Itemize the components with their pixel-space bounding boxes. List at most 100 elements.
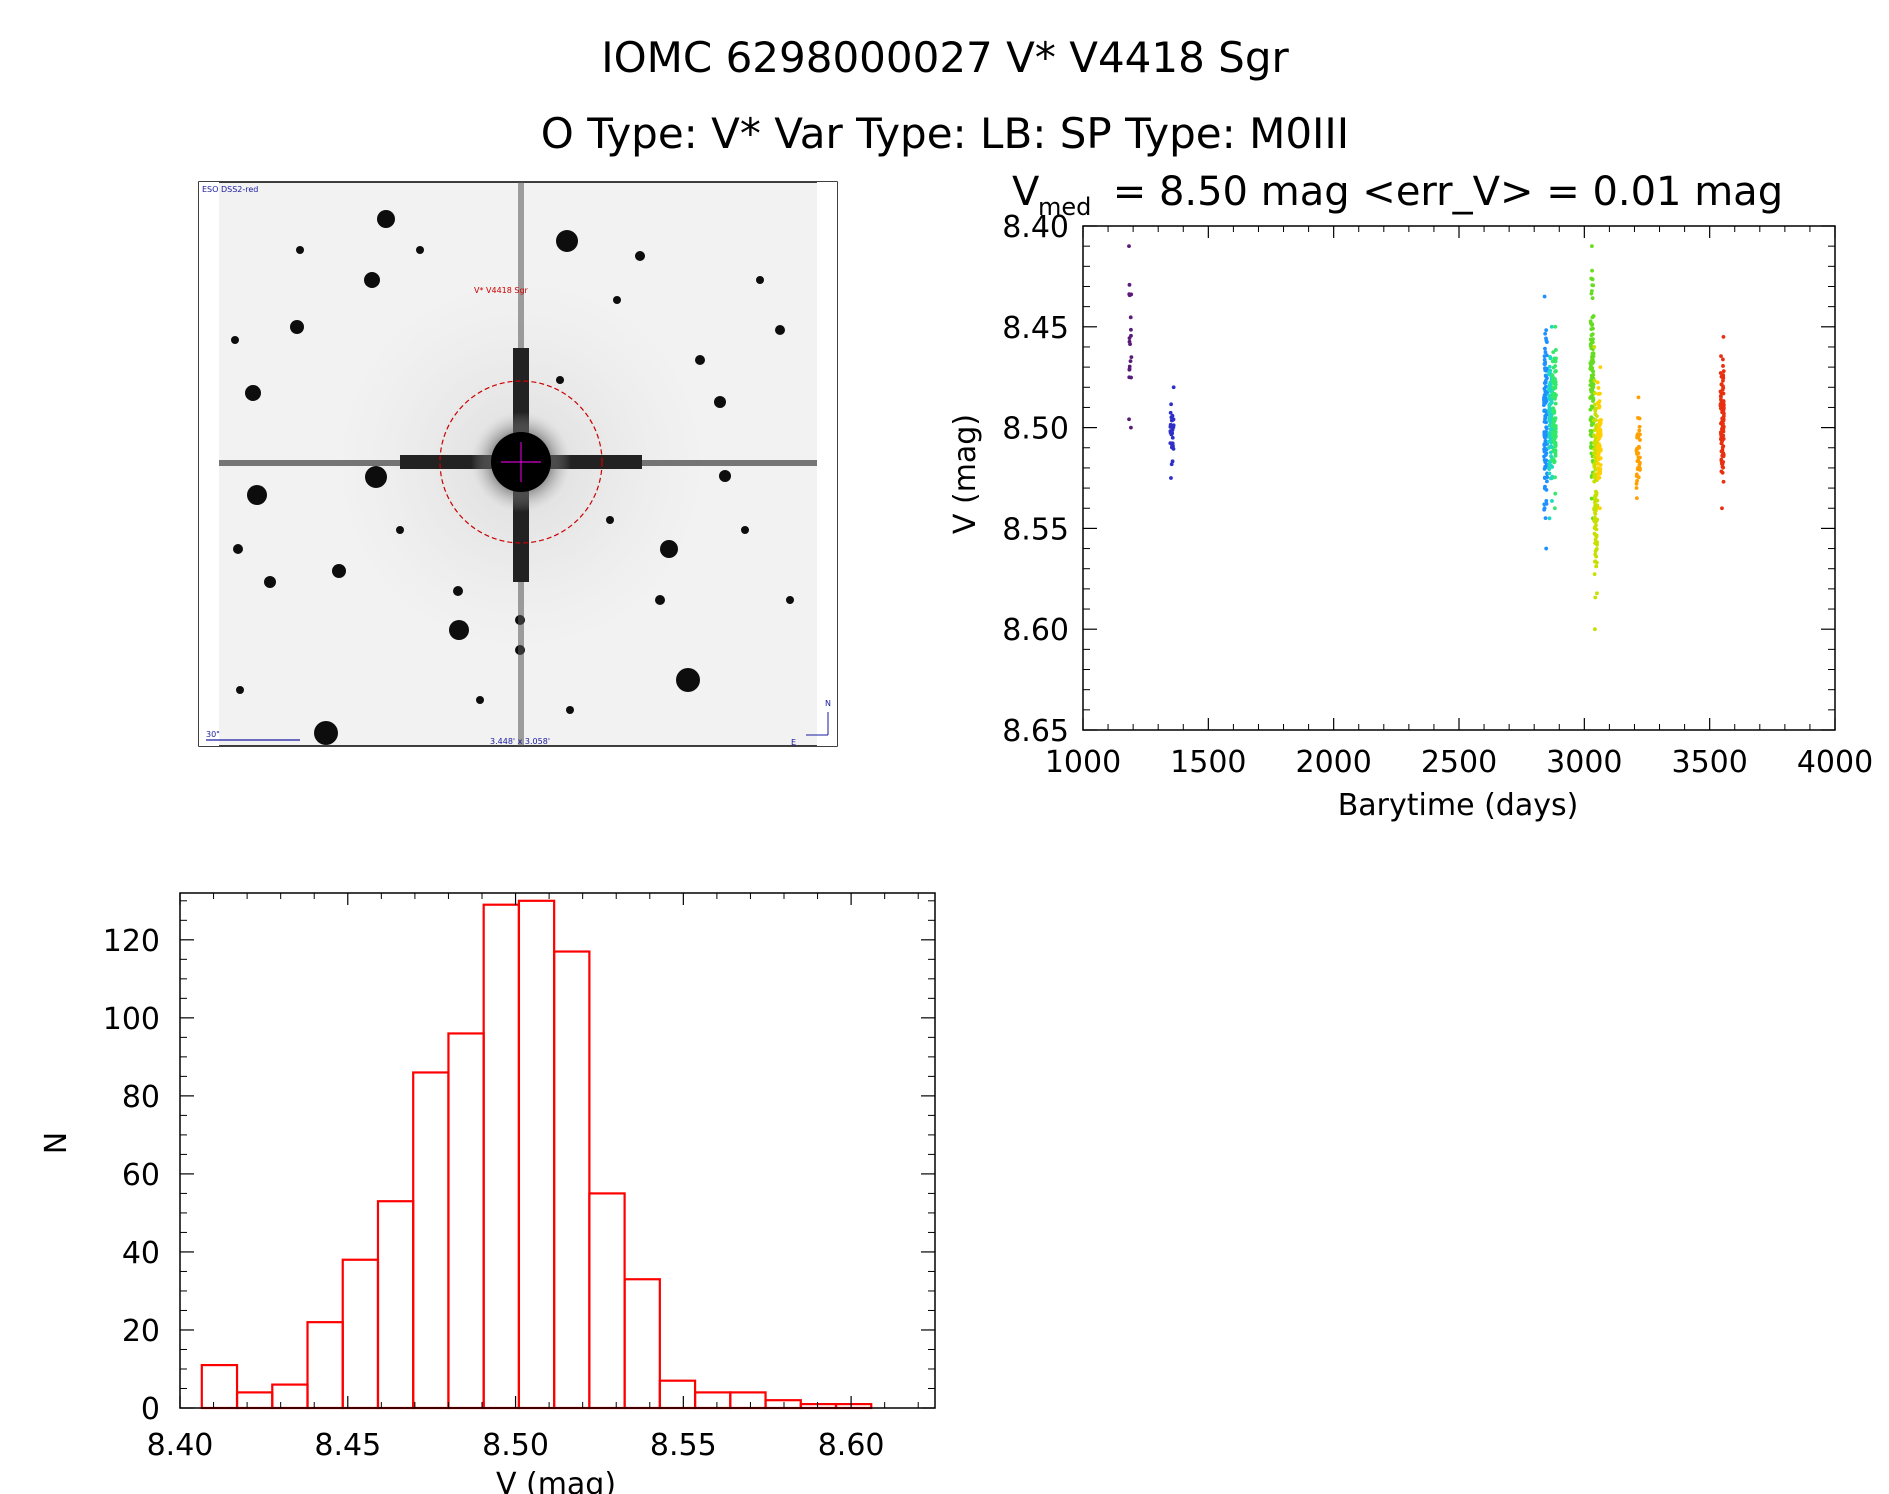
lightcurve-point bbox=[1552, 449, 1556, 454]
histogram-ytick-label: 20 bbox=[122, 1314, 160, 1349]
lightcurve-point bbox=[1720, 506, 1724, 511]
field-star bbox=[365, 466, 387, 488]
lightcurve-point bbox=[1721, 414, 1726, 419]
lightcurve-point bbox=[1544, 426, 1549, 431]
lightcurve-point bbox=[1129, 425, 1133, 430]
lightcurve-point bbox=[1721, 436, 1726, 441]
lightcurve-point bbox=[1591, 396, 1595, 400]
lightcurve-point bbox=[1591, 283, 1596, 288]
lightcurve-point bbox=[1547, 431, 1551, 436]
lightcurve-point bbox=[1721, 357, 1725, 362]
lightcurve-xtick-label: 1000 bbox=[1045, 745, 1121, 780]
lightcurve-point bbox=[1168, 410, 1173, 415]
lightcurve-point bbox=[1542, 507, 1547, 512]
lightcurve-point bbox=[1592, 526, 1597, 531]
lightcurve-point bbox=[1553, 359, 1558, 364]
histogram-bar bbox=[376, 1200, 415, 1410]
lightcurve-point bbox=[1588, 383, 1593, 388]
east-label: E bbox=[791, 738, 796, 747]
lightcurve-point bbox=[1593, 447, 1597, 452]
lightcurve-point bbox=[1129, 333, 1133, 338]
lightcurve-point bbox=[1169, 476, 1173, 480]
lightcurve-point bbox=[1720, 374, 1724, 379]
lightcurve-ytick-label: 8.50 bbox=[1002, 412, 1069, 447]
lightcurve-point bbox=[1542, 454, 1546, 459]
histogram-bar bbox=[200, 1363, 239, 1410]
lightcurve-point bbox=[1595, 380, 1600, 385]
field-star bbox=[660, 540, 678, 558]
lightcurve-point bbox=[1554, 369, 1558, 373]
aperture-circle bbox=[439, 380, 603, 544]
lightcurve-point bbox=[1588, 396, 1593, 400]
lightcurve-title-sub: med bbox=[1038, 193, 1091, 221]
lightcurve-point bbox=[1598, 469, 1603, 474]
histogram-bar bbox=[764, 1399, 802, 1410]
field-star bbox=[314, 721, 338, 745]
lightcurve-point bbox=[1589, 496, 1594, 501]
field-star bbox=[606, 516, 614, 524]
field-star bbox=[245, 385, 261, 401]
lightcurve-point bbox=[1545, 479, 1549, 484]
lightcurve-point bbox=[1552, 418, 1557, 423]
lightcurve-point bbox=[1548, 450, 1553, 455]
lightcurve-point bbox=[1591, 382, 1596, 387]
lightcurve-point bbox=[1544, 420, 1548, 425]
lightcurve-point bbox=[1721, 407, 1726, 412]
lightcurve-point bbox=[1597, 422, 1602, 427]
lightcurve-point bbox=[1592, 391, 1597, 395]
lightcurve-point bbox=[1553, 348, 1558, 352]
header-title: IOMC 6298000027 V* V4418 Sgr bbox=[601, 33, 1289, 82]
lightcurve-point bbox=[1590, 387, 1595, 392]
lightcurve-point bbox=[1718, 371, 1723, 375]
lightcurve-point bbox=[1547, 417, 1552, 422]
lightcurve-point bbox=[1542, 408, 1547, 413]
lightcurve-point bbox=[1552, 431, 1557, 436]
lightcurve-point bbox=[1721, 479, 1726, 484]
lightcurve-point bbox=[1588, 341, 1593, 346]
lightcurve-point bbox=[1589, 451, 1594, 456]
survey-label: ESO DSS2-red bbox=[202, 185, 258, 194]
lightcurve-point bbox=[1551, 350, 1556, 354]
lightcurve-point bbox=[1127, 367, 1132, 372]
lightcurve-point bbox=[1594, 491, 1599, 496]
lightcurve-point bbox=[1597, 404, 1602, 409]
lightcurve-point bbox=[1543, 350, 1548, 355]
histogram-bar bbox=[235, 1391, 274, 1410]
lightcurve-point bbox=[1543, 399, 1548, 404]
lightcurve-point bbox=[1595, 591, 1599, 596]
lightcurve-ytick-label: 8.60 bbox=[1002, 613, 1069, 648]
histogram-ytick-label: 120 bbox=[103, 924, 160, 959]
lightcurve-point bbox=[1593, 595, 1598, 600]
lightcurve-point bbox=[1594, 554, 1599, 559]
lightcurve-point bbox=[1549, 324, 1554, 329]
lightcurve-point bbox=[1719, 461, 1724, 466]
lightcurve-xtick-label: 3000 bbox=[1546, 745, 1622, 780]
lightcurve-point bbox=[1721, 369, 1726, 374]
lightcurve-point bbox=[1597, 506, 1602, 511]
lightcurve-point bbox=[1593, 500, 1597, 505]
lightcurve-ytick-label: 8.40 bbox=[1002, 210, 1069, 245]
lightcurve-point bbox=[1169, 402, 1174, 407]
lightcurve-point bbox=[1589, 327, 1594, 332]
field-star bbox=[613, 296, 621, 304]
histogram-bar bbox=[658, 1379, 697, 1410]
lightcurve-point bbox=[1129, 327, 1133, 332]
field-star bbox=[556, 376, 564, 384]
lightcurve-point bbox=[1590, 244, 1594, 249]
histogram-ytick-label: 0 bbox=[141, 1392, 160, 1427]
lightcurve-point bbox=[1543, 331, 1548, 336]
lightcurve-point bbox=[1549, 398, 1553, 403]
lightcurve-point bbox=[1598, 447, 1602, 452]
lightcurve-point bbox=[1593, 549, 1598, 554]
lightcurve-point bbox=[1594, 564, 1599, 569]
lightcurve-point bbox=[1593, 559, 1598, 564]
lightcurve-point bbox=[1553, 401, 1558, 406]
lightcurve-point bbox=[1590, 458, 1595, 463]
lightcurve-point bbox=[1553, 491, 1558, 496]
lightcurve-point bbox=[1128, 315, 1133, 320]
lightcurve-point bbox=[1170, 435, 1175, 440]
lightcurve-point bbox=[1542, 354, 1547, 359]
lightcurve-point bbox=[1634, 481, 1639, 486]
lightcurve-point bbox=[1598, 433, 1603, 438]
